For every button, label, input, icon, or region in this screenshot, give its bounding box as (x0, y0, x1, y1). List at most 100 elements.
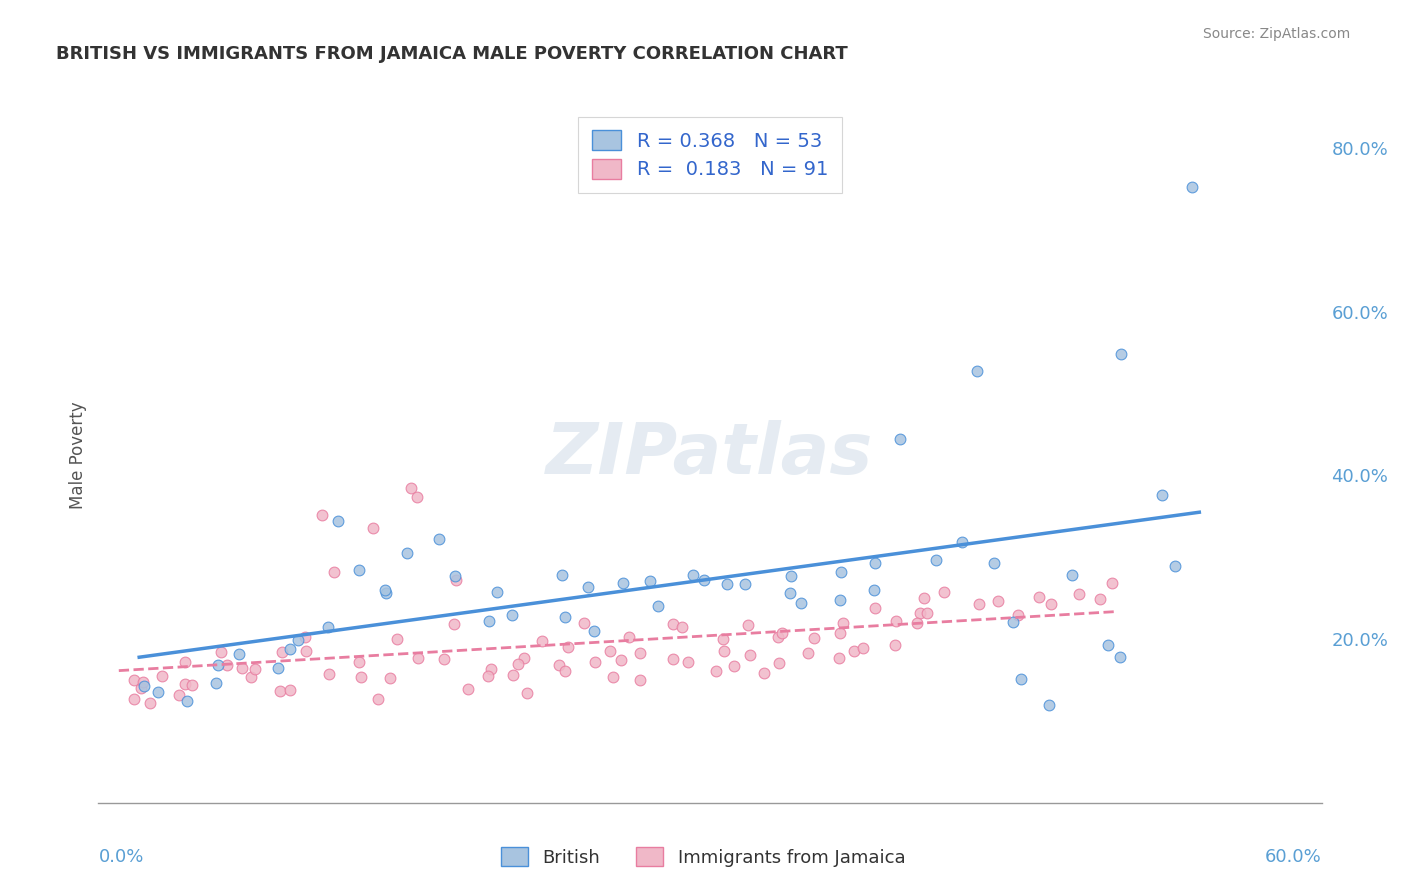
Point (209, 645, 232, 659)
Point (1097, 638, 1119, 652)
Point (1088, 592, 1111, 607)
Point (485, 585, 508, 599)
Point (582, 624, 605, 638)
Point (427, 533, 450, 547)
Point (269, 684, 291, 698)
Point (693, 574, 716, 588)
Point (797, 646, 820, 660)
Legend: British, Immigrants from Jamaica: British, Immigrants from Jamaica (494, 840, 912, 874)
Point (399, 481, 422, 495)
Point (1028, 590, 1050, 604)
Point (139, 696, 162, 710)
Point (554, 665, 576, 679)
Point (828, 651, 851, 665)
Point (852, 641, 875, 656)
Point (862, 582, 884, 597)
Legend: R = 0.368   N = 53, R =  0.183   N = 91: R = 0.368 N = 53, R = 0.183 N = 91 (578, 117, 842, 193)
Point (969, 597, 991, 611)
Point (766, 630, 789, 644)
Point (134, 679, 156, 693)
Point (925, 553, 948, 567)
Point (122, 691, 145, 706)
Point (734, 577, 756, 591)
Point (443, 616, 465, 631)
Point (1001, 615, 1024, 629)
Point (662, 651, 685, 665)
Point (374, 583, 396, 598)
Point (508, 657, 530, 672)
Point (676, 655, 699, 669)
Point (612, 576, 634, 591)
Point (780, 568, 803, 582)
Point (547, 658, 569, 673)
Point (174, 677, 197, 691)
Point (779, 586, 801, 600)
Point (711, 632, 734, 646)
Point (889, 432, 911, 446)
Text: BRITISH VS IMMIGRANTS FROM JAMAICA MALE POVERTY CORRELATION CHART: BRITISH VS IMMIGRANTS FROM JAMAICA MALE … (56, 45, 848, 62)
Text: 0.0%: 0.0% (98, 848, 143, 866)
Point (347, 563, 370, 577)
Point (1109, 347, 1132, 361)
Point (1164, 559, 1187, 574)
Point (713, 644, 735, 658)
Point (270, 645, 292, 659)
Point (129, 681, 152, 695)
Point (318, 667, 340, 681)
Point (1062, 567, 1084, 582)
Point (987, 593, 1010, 607)
Point (844, 644, 866, 658)
Point (754, 666, 776, 681)
Point (513, 651, 536, 665)
Point (181, 678, 204, 692)
Point (347, 655, 370, 669)
Point (737, 618, 759, 632)
Point (478, 614, 501, 628)
Point (1040, 597, 1063, 611)
Point (912, 591, 935, 605)
Point (311, 508, 333, 522)
Point (378, 671, 401, 685)
Point (803, 632, 825, 646)
Point (132, 675, 155, 690)
Point (671, 620, 693, 634)
Point (367, 692, 389, 706)
Point (217, 657, 239, 672)
Point (385, 632, 408, 647)
Point (1109, 649, 1132, 664)
Point (966, 363, 988, 377)
Point (638, 574, 661, 589)
Point (716, 577, 738, 591)
Point (328, 514, 350, 528)
Point (294, 631, 316, 645)
Point (740, 648, 762, 663)
Point (682, 567, 704, 582)
Point (828, 626, 851, 640)
Point (316, 620, 339, 634)
Point (278, 682, 301, 697)
Point (294, 644, 316, 658)
Point (228, 647, 250, 661)
Point (1150, 488, 1173, 502)
Point (599, 644, 621, 658)
Point (150, 668, 173, 682)
Point (557, 640, 579, 654)
Point (790, 596, 813, 610)
Point (768, 657, 790, 671)
Point (205, 676, 228, 690)
Point (446, 573, 468, 587)
Point (585, 655, 607, 669)
Point (266, 661, 288, 675)
Point (932, 585, 955, 599)
Point (231, 661, 253, 675)
Point (628, 673, 651, 687)
Point (863, 600, 886, 615)
Text: 60.0%: 60.0% (1265, 848, 1322, 866)
Point (457, 681, 479, 696)
Point (884, 614, 907, 628)
Point (905, 616, 928, 631)
Point (910, 606, 932, 620)
Point (832, 615, 855, 630)
Point (243, 662, 266, 676)
Point (239, 670, 262, 684)
